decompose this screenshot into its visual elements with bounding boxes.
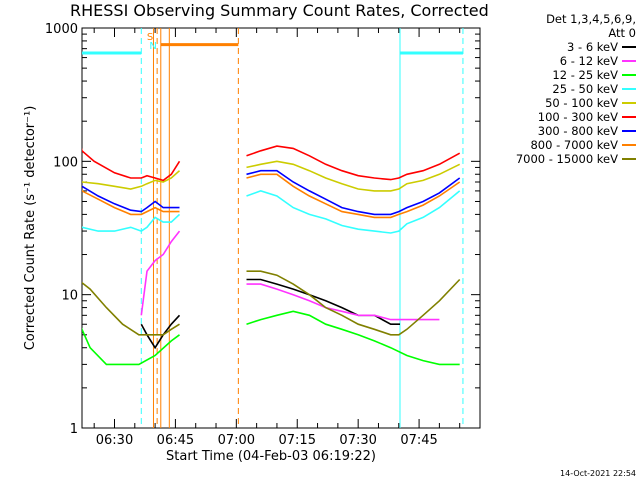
x-axis-label: Start Time (04-Feb-03 06:19:22) xyxy=(166,449,376,464)
legend-swatch xyxy=(622,74,636,76)
series-line xyxy=(82,169,461,216)
series-line xyxy=(82,270,461,336)
x-tick-label: 07:30 xyxy=(339,433,376,448)
legend-swatch xyxy=(622,88,636,90)
series-line xyxy=(82,160,461,192)
legend-entry-label: 800 - 7000 keV xyxy=(530,138,618,152)
legend-entry-label: 25 - 50 keV xyxy=(552,82,618,96)
marker-letter: N xyxy=(149,41,156,52)
render-timestamp: 14-Oct-2021 22:54 xyxy=(560,469,636,478)
legend-entry: 50 - 100 keV xyxy=(486,96,636,110)
series-line xyxy=(82,310,460,366)
series-line xyxy=(82,190,461,234)
chart-title: RHESSI Observing Summary Count Rates, Co… xyxy=(70,1,489,20)
y-tick-label: 1000 xyxy=(45,22,78,37)
series-line xyxy=(140,230,440,321)
x-tick-label: 07:45 xyxy=(400,433,437,448)
legend-entry-label: 12 - 25 keV xyxy=(552,68,618,82)
x-tick-label: 06:45 xyxy=(157,433,194,448)
y-axis-label: Corrected Count Rate (s⁻¹ detector⁻¹) xyxy=(23,106,38,351)
legend-swatch xyxy=(622,144,636,146)
legend-entry-label: 50 - 100 keV xyxy=(545,96,618,110)
legend-swatch xyxy=(622,102,636,104)
legend-entry: 3 - 6 keV xyxy=(486,40,636,54)
legend-entry: 12 - 25 keV xyxy=(486,68,636,82)
legend-header: Det 1,3,4,5,6,9, xyxy=(546,12,636,26)
y-tick-label: 1 xyxy=(70,422,78,437)
legend-swatch xyxy=(622,116,636,118)
series-line xyxy=(82,173,461,219)
legend-entry: 300 - 800 keV xyxy=(486,124,636,138)
legend-entry: 100 - 300 keV xyxy=(486,110,636,124)
x-tick-label: 06:30 xyxy=(96,433,133,448)
y-tick-label: 10 xyxy=(61,289,78,304)
legend-entry: 7000 - 15000 keV xyxy=(486,152,636,166)
series-line xyxy=(82,145,461,182)
legend-entry: 800 - 7000 keV xyxy=(486,138,636,152)
legend-swatch xyxy=(622,130,636,132)
marker-letter: S xyxy=(147,32,153,43)
legend-entry-label: 3 - 6 keV xyxy=(567,40,618,54)
legend-entry-label: 100 - 300 keV xyxy=(537,110,618,124)
legend-entry: 6 - 12 keV xyxy=(486,54,636,68)
legend-swatch xyxy=(622,46,636,48)
legend-swatch xyxy=(622,158,636,160)
plot-area xyxy=(82,28,464,428)
legend-header: Att 0 xyxy=(608,26,636,40)
legend-entry-label: 300 - 800 keV xyxy=(537,124,618,138)
legend-entry: 25 - 50 keV xyxy=(486,82,636,96)
y-tick-label: 100 xyxy=(53,155,78,170)
x-tick-label: 07:00 xyxy=(218,433,255,448)
legend-entry-label: 7000 - 15000 keV xyxy=(515,152,618,166)
legend-swatch xyxy=(622,60,636,62)
legend-entry-label: 6 - 12 keV xyxy=(559,54,618,68)
x-tick-label: 07:15 xyxy=(279,433,316,448)
series-line xyxy=(140,278,400,350)
